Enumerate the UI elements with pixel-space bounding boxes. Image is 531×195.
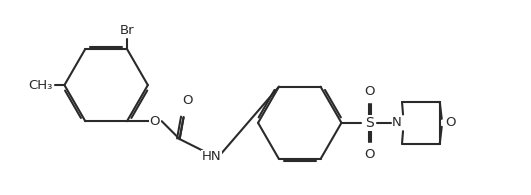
- Text: Br: Br: [119, 24, 134, 37]
- Text: O: O: [364, 148, 374, 161]
- Text: N: N: [392, 116, 402, 129]
- Text: O: O: [182, 94, 193, 107]
- Text: O: O: [150, 115, 160, 128]
- Text: HN: HN: [202, 151, 221, 163]
- Text: O: O: [446, 116, 456, 129]
- Text: O: O: [364, 85, 374, 98]
- Text: CH₃: CH₃: [28, 79, 53, 92]
- Text: S: S: [365, 116, 374, 130]
